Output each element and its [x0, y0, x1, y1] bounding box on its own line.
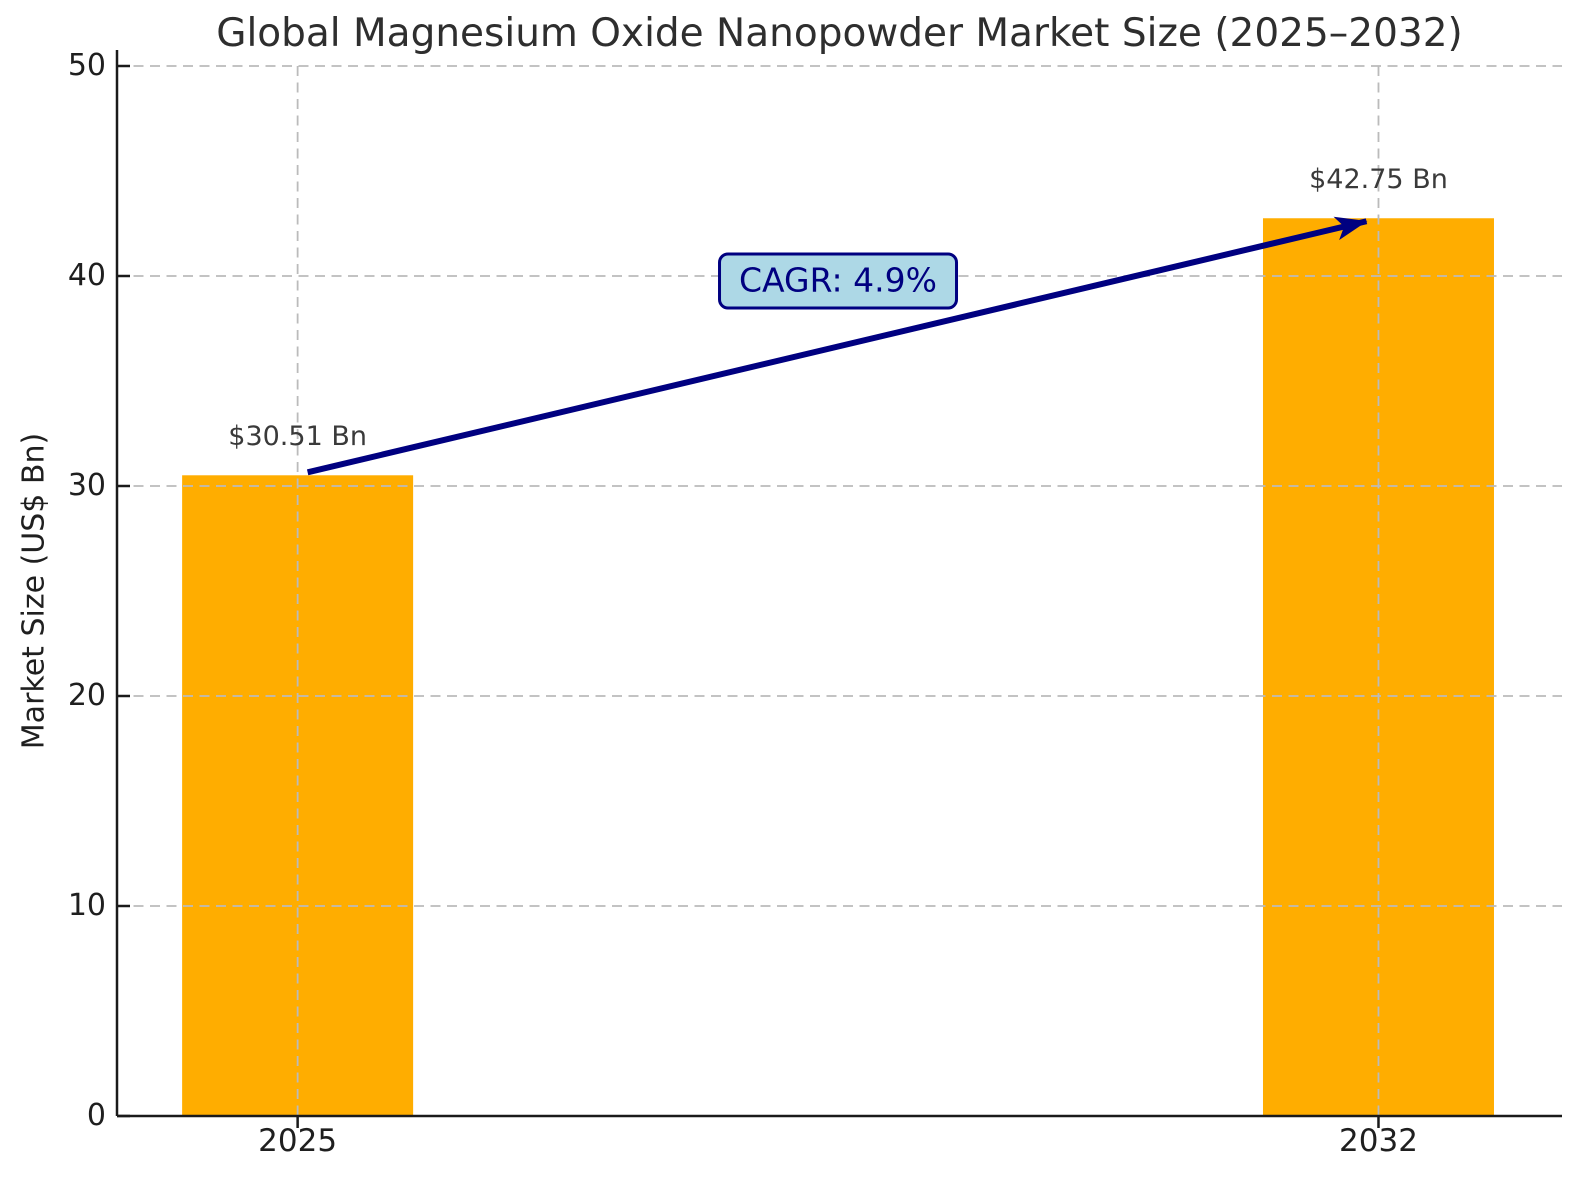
y-tick-label: 0 [86, 1098, 106, 1133]
y-tick-label: 40 [67, 258, 106, 293]
y-tick-label: 30 [67, 468, 106, 503]
y-tick-label: 50 [67, 48, 106, 83]
y-tick-label: 10 [67, 888, 106, 923]
bar-value-label: $42.75 Bn [1309, 164, 1448, 196]
cagr-annotation: CAGR: 4.9% [718, 252, 958, 310]
bar-value-label: $30.51 Bn [228, 421, 367, 453]
chart-title: Global Magnesium Oxide Nanopowder Market… [216, 11, 1463, 56]
trend-arrow [306, 216, 1368, 476]
y-tick-label: 20 [67, 678, 106, 713]
x-tick-label: 2025 [258, 1123, 338, 1159]
x-tick-label: 2032 [1339, 1123, 1418, 1159]
